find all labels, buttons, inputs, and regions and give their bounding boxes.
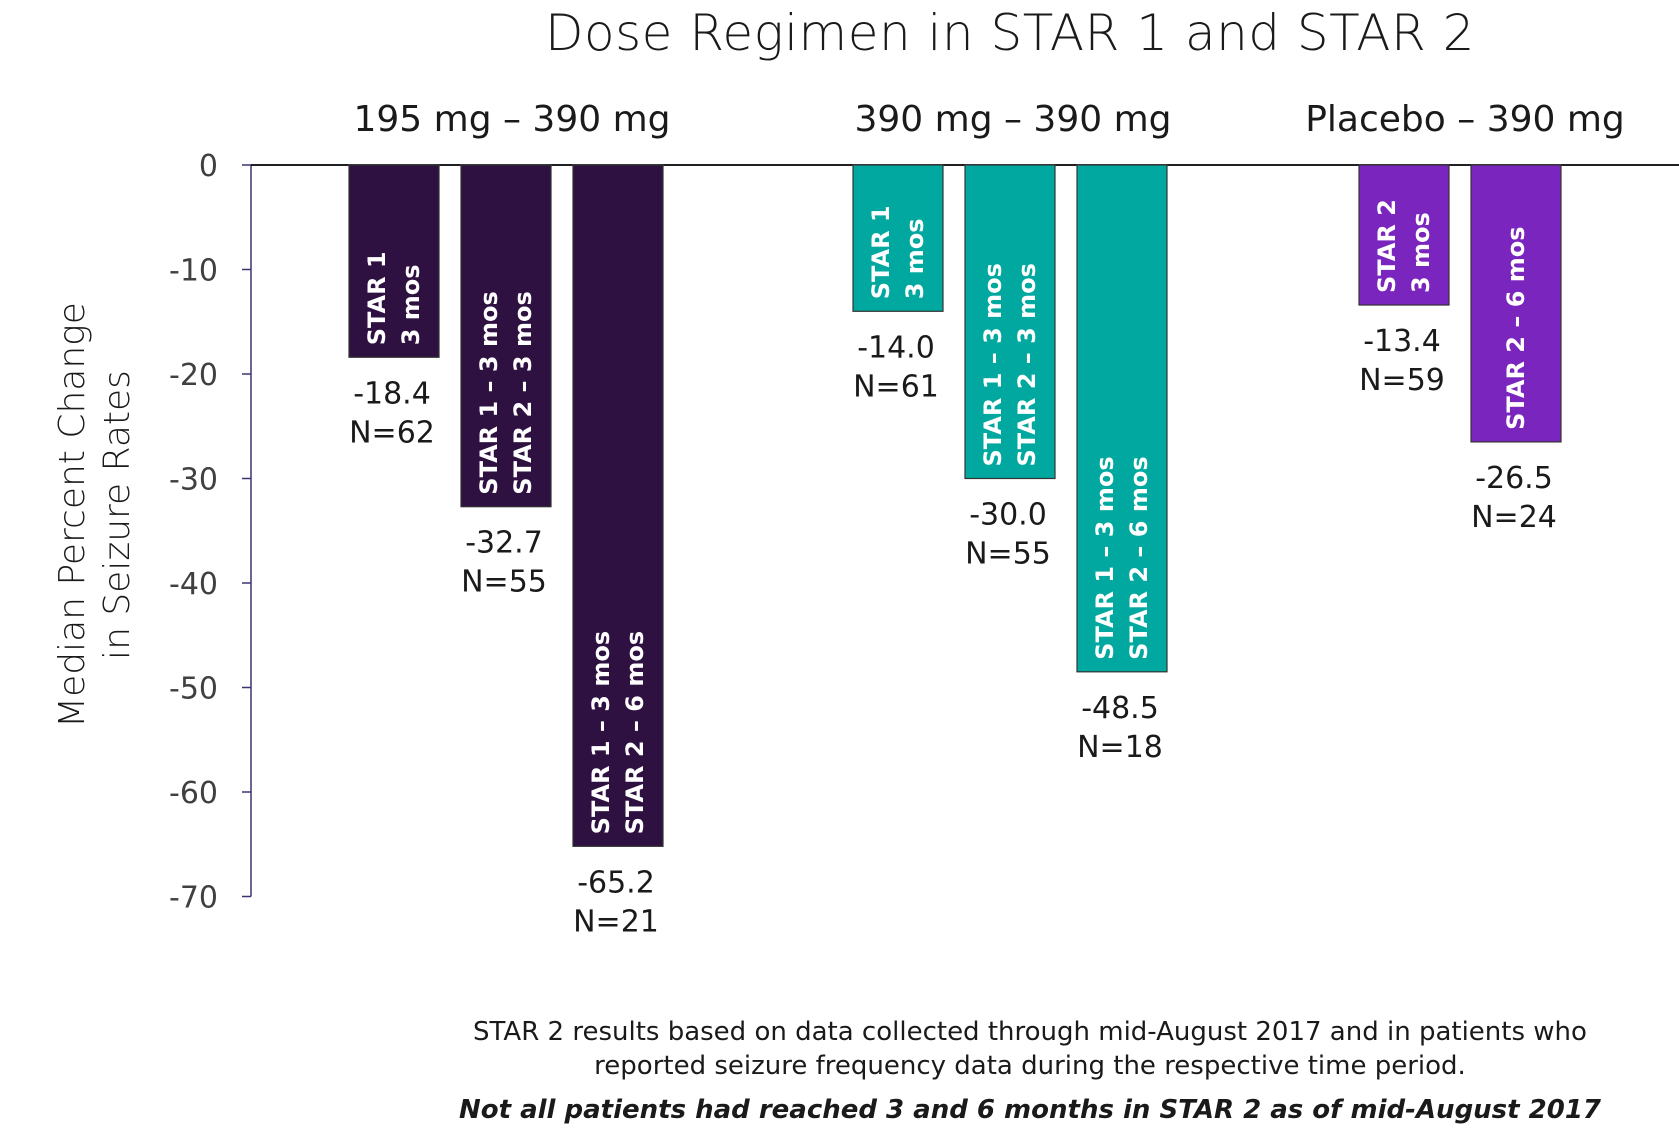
footnote-line-3: Not all patients had reached 3 and 6 mon… [458, 1095, 1602, 1125]
y-tick-label: -20 [169, 358, 218, 393]
bar-label: 3 mos [901, 218, 929, 299]
bar-label: STAR 1 – 3 mos [475, 291, 503, 494]
bar-label: STAR 2 – 3 mos [1013, 263, 1041, 466]
chart-title: Dose Regimen in STAR 1 and STAR 2 [545, 4, 1475, 62]
group-header: 390 mg – 390 mg [854, 99, 1171, 140]
y-tick-label: -60 [169, 776, 218, 811]
y-tick-label: -30 [169, 463, 218, 498]
data-label-value: -14.0 [857, 330, 935, 365]
data-label-n: N=55 [965, 537, 1051, 572]
data-label-value: -26.5 [1475, 461, 1553, 496]
bar [1076, 164, 1168, 673]
bar [964, 164, 1056, 480]
bar-label: STAR 2 – 3 mos [509, 291, 537, 494]
bar-label: 3 mos [397, 264, 425, 345]
data-label-value: -48.5 [1081, 691, 1159, 726]
y-tick-label: -10 [169, 254, 218, 289]
y-axis-title-line-2: in Seizure Rates [97, 370, 138, 660]
group-header: 195 mg – 390 mg [353, 99, 670, 140]
y-tick-label: 0 [199, 149, 218, 184]
bar-label: STAR 2 – 6 mos [1502, 226, 1530, 429]
bar-label: STAR 1 – 3 mos [979, 263, 1007, 466]
group-header: Placebo – 390 mg [1305, 99, 1625, 140]
data-label-value: -18.4 [353, 376, 431, 411]
bar [852, 164, 944, 312]
y-tick-label: -70 [169, 881, 218, 916]
y-tick-label: -40 [169, 567, 218, 602]
data-label-n: N=55 [461, 565, 547, 600]
bar-label: STAR 2 [1373, 199, 1401, 293]
data-label-n: N=62 [349, 415, 435, 450]
bar-label: STAR 1 – 3 mos [1091, 456, 1119, 659]
bar-label: STAR 2 – 6 mos [621, 631, 649, 834]
bar-label: 3 mos [1407, 212, 1435, 293]
bar [460, 164, 552, 508]
data-label-value: -32.7 [465, 526, 543, 561]
bar [1358, 164, 1450, 306]
data-label-value: -30.0 [969, 498, 1047, 533]
footnote-line-2: reported seizure frequency data during t… [594, 1051, 1466, 1081]
footnote-line-1: STAR 2 results based on data collected t… [473, 1017, 1587, 1047]
bar-label: STAR 2 – 6 mos [1125, 456, 1153, 659]
bar [1470, 164, 1562, 443]
bar-label: STAR 1 [363, 251, 391, 345]
bar-label: STAR 1 – 3 mos [587, 631, 615, 834]
data-label-n: N=21 [573, 904, 659, 939]
data-label-value: -13.4 [1363, 324, 1441, 359]
bar [348, 164, 440, 358]
data-label-n: N=18 [1077, 730, 1163, 765]
data-label-value: -65.2 [577, 865, 655, 900]
data-label-n: N=61 [853, 369, 939, 404]
data-label-n: N=24 [1471, 500, 1557, 535]
y-axis-title-line-1: Median Percent Change [52, 302, 93, 728]
bar [572, 164, 664, 847]
y-tick-label: -50 [169, 672, 218, 707]
bar-label: STAR 1 [867, 205, 895, 299]
data-label-n: N=59 [1359, 363, 1445, 398]
